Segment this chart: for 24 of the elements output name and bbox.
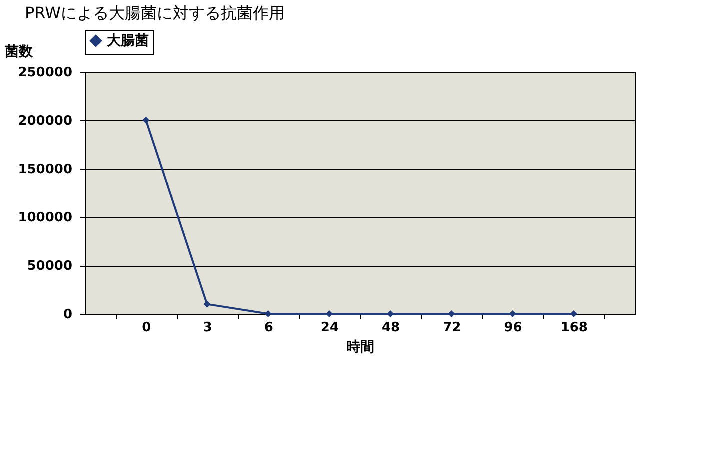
y-tick-label: 50000 [27, 259, 72, 274]
point [570, 310, 578, 318]
chart-title: PRWによる大腸菌に対する抗菌作用 [25, 4, 285, 22]
legend-label: 大腸菌 [107, 33, 149, 49]
x-tick-label: 0 [142, 320, 152, 336]
x-tick-label: 6 [264, 320, 274, 336]
x-tick-label: 48 [382, 320, 400, 336]
x-tick-label: 24 [320, 320, 339, 336]
point [264, 310, 272, 318]
point [204, 300, 211, 308]
x-axis-title: 時間 [346, 340, 374, 356]
point [448, 310, 456, 318]
x-tick-label: 168 [560, 320, 588, 336]
y-tick-label: 150000 [18, 162, 72, 178]
x-tick-label: 72 [443, 320, 462, 336]
y-axis-title: 菌数 [4, 44, 34, 60]
y-tick-label: 100000 [18, 210, 72, 226]
y-tick-label: 200000 [18, 114, 72, 129]
point [142, 116, 150, 124]
x-tick-label: 96 [504, 320, 522, 336]
y-tick-label: 250000 [18, 66, 72, 80]
y-tick-label: 0 [63, 308, 72, 322]
point [509, 310, 516, 318]
x-tick-label: 3 [203, 320, 212, 336]
